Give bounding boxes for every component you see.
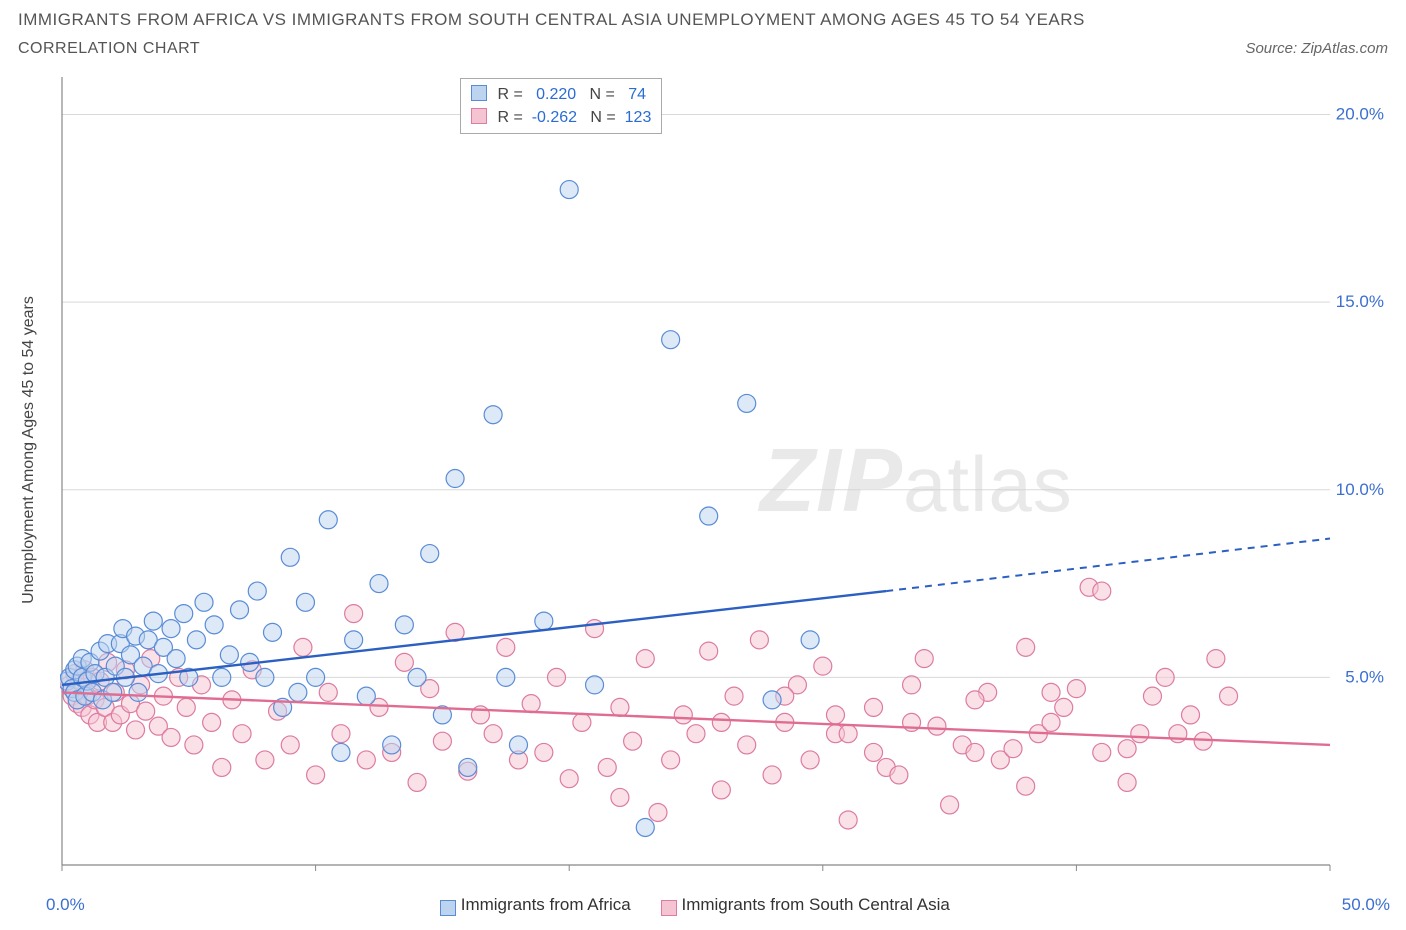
svg-text:20.0%: 20.0% — [1336, 105, 1384, 124]
chart-title: IMMIGRANTS FROM AFRICA VS IMMIGRANTS FRO… — [18, 10, 1085, 30]
legend-item: Immigrants from Africa — [440, 895, 631, 915]
scatter-chart: 5.0% 10.0% 15.0% 20.0% — [60, 75, 1390, 885]
legend-swatch — [440, 900, 456, 916]
chart-subtitle: CORRELATION CHART — [18, 40, 200, 58]
legend-label: Immigrants from Africa — [456, 895, 631, 914]
x-axis-max-label: 50.0% — [1342, 895, 1390, 915]
source-attribution: Source: ZipAtlas.com — [1245, 40, 1388, 57]
svg-text:15.0%: 15.0% — [1336, 292, 1384, 311]
x-axis-min-label: 0.0% — [46, 895, 85, 915]
legend-swatch — [661, 900, 677, 916]
legend-text: R = -0.262 N = 123 — [493, 107, 651, 129]
y-axis-label: Unemployment Among Ages 45 to 54 years — [20, 296, 38, 604]
svg-text:10.0%: 10.0% — [1336, 480, 1384, 499]
correlation-legend: R = 0.220 N = 74 R = -0.262 N = 123 — [460, 78, 662, 134]
svg-text:5.0%: 5.0% — [1345, 667, 1384, 686]
legend-swatch — [471, 85, 487, 101]
legend-swatch — [471, 108, 487, 124]
legend-row: R = -0.262 N = 123 — [471, 106, 651, 129]
legend-item: Immigrants from South Central Asia — [661, 895, 950, 915]
legend-text: R = 0.220 N = 74 — [493, 84, 646, 106]
series-legend: Immigrants from Africa Immigrants from S… — [440, 895, 950, 915]
legend-label: Immigrants from South Central Asia — [677, 895, 950, 914]
legend-row: R = 0.220 N = 74 — [471, 83, 651, 106]
